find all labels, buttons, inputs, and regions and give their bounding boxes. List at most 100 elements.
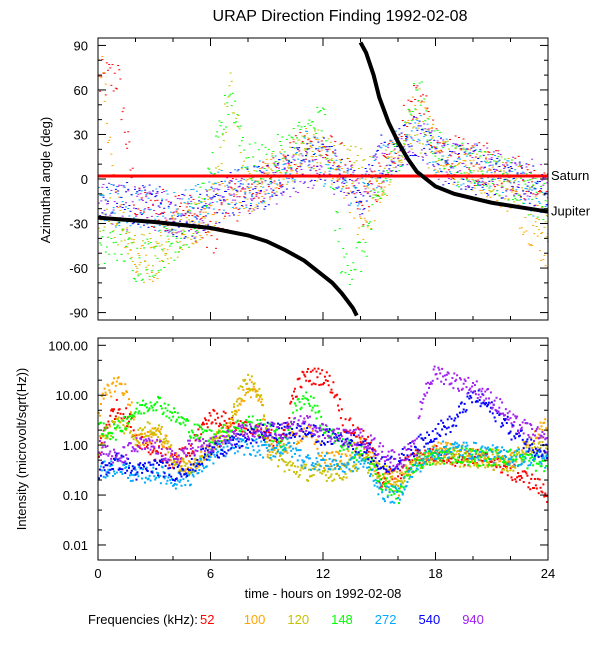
intensity-point	[174, 487, 177, 490]
azimuth-point	[315, 139, 318, 141]
intensity-point	[199, 455, 202, 458]
azimuth-point	[317, 139, 320, 141]
intensity-point	[495, 448, 498, 451]
intensity-point	[327, 452, 330, 455]
azimuth-point	[458, 145, 460, 147]
azimuth-point	[256, 180, 259, 182]
azimuth-point	[316, 165, 319, 167]
azimuth-point	[113, 253, 116, 255]
azimuth-point	[363, 159, 366, 161]
azimuth-point	[477, 181, 480, 183]
azimuth-point	[215, 222, 217, 224]
intensity-point	[313, 367, 316, 370]
azimuth-point	[193, 216, 196, 218]
intensity-point	[172, 461, 175, 464]
azimuth-point	[422, 121, 424, 123]
azimuth-point	[195, 218, 198, 220]
intensity-point	[187, 471, 190, 474]
intensity-point	[300, 406, 303, 409]
intensity-point	[262, 456, 265, 459]
azimuth-point	[236, 191, 239, 193]
azimuth-point	[438, 142, 441, 144]
azimuth-point	[378, 183, 381, 185]
azimuth-point	[390, 140, 393, 142]
azimuth-point	[447, 163, 450, 165]
azimuth-point	[103, 100, 106, 102]
intensity-point	[382, 477, 385, 480]
azimuth-point	[213, 196, 216, 198]
azimuth-point	[251, 183, 253, 185]
intensity-point	[311, 369, 314, 372]
azimuth-point	[492, 160, 495, 162]
azimuth-point	[334, 154, 337, 156]
intensity-point	[205, 465, 208, 468]
intensity-point	[315, 417, 318, 420]
intensity-point	[155, 476, 158, 479]
azimuth-point	[473, 184, 476, 186]
azimuth-point	[390, 150, 393, 152]
azimuth-point	[463, 151, 466, 153]
intensity-point	[132, 438, 135, 441]
intensity-point	[495, 451, 498, 454]
intensity-point	[331, 479, 334, 482]
azimuth-point	[530, 192, 532, 194]
azimuth-point	[399, 164, 402, 166]
azimuth-point	[260, 177, 262, 179]
intensity-point	[207, 446, 210, 449]
azimuth-point	[253, 209, 256, 211]
azimuth-point	[408, 111, 411, 113]
azimuth-point	[219, 184, 222, 186]
intensity-point	[437, 441, 440, 444]
intensity-point	[236, 419, 239, 422]
intensity-point	[306, 370, 309, 373]
azimuth-point	[380, 147, 383, 149]
azimuth-point	[321, 147, 324, 149]
azimuth-point	[222, 140, 225, 142]
intensity-point	[250, 381, 253, 384]
azimuth-point	[353, 186, 356, 188]
azimuth-point	[191, 207, 194, 209]
intensity-point	[148, 422, 151, 425]
azimuth-point	[508, 177, 511, 179]
azimuth-point	[177, 214, 180, 216]
intensity-point	[122, 413, 125, 416]
azimuth-point	[109, 197, 112, 199]
azimuth-point	[410, 145, 413, 147]
intensity-point	[310, 409, 313, 412]
azimuth-point	[291, 146, 294, 148]
azimuth-point	[497, 177, 500, 179]
azimuth-point	[429, 142, 432, 144]
azimuth-point	[302, 142, 305, 144]
azimuth-point	[461, 142, 464, 144]
azimuth-point	[467, 180, 469, 182]
azimuth-point	[362, 225, 365, 227]
azimuth-point	[149, 199, 152, 201]
intensity-point	[528, 481, 531, 484]
azimuth-point	[411, 155, 414, 157]
intensity-point	[428, 452, 431, 455]
azimuth-point	[267, 167, 270, 169]
azimuth-point	[452, 183, 455, 185]
azimuth-point	[100, 244, 103, 246]
intensity-point	[294, 404, 297, 407]
azimuth-point	[406, 164, 409, 166]
intensity-point	[518, 475, 520, 478]
azimuth-point	[321, 146, 324, 148]
intensity-point	[260, 440, 263, 443]
azimuth-point	[233, 193, 235, 195]
azimuth-point	[112, 242, 115, 244]
azimuth-point	[199, 211, 202, 213]
intensity-point	[220, 427, 223, 430]
azimuth-point	[130, 242, 133, 244]
intensity-point	[477, 453, 480, 456]
azimuth-point	[459, 170, 462, 172]
azimuth-point	[512, 178, 514, 180]
azimuth-point	[418, 140, 421, 142]
azimuth-point	[450, 173, 453, 175]
azimuth-point	[543, 254, 546, 256]
intensity-point	[158, 438, 161, 441]
intensity-point	[255, 424, 258, 427]
azimuth-point	[183, 230, 186, 232]
azimuth-point	[274, 172, 277, 174]
azimuth-point	[370, 183, 373, 185]
